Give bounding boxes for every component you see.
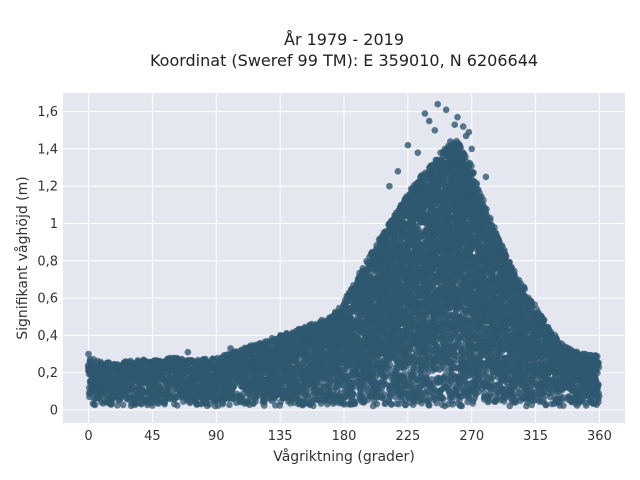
scatter-point [387,361,394,369]
scatter-point [119,401,127,409]
scatter-point [406,346,414,353]
scatter-point [226,401,233,409]
scatter-point [114,402,121,409]
scatter-point [252,398,259,405]
scatter-point [373,400,381,408]
scatter-point [310,402,317,410]
scatter-point [350,391,357,399]
scatter-point [174,402,181,409]
scatter-point [161,400,168,408]
scatter-point [351,400,359,408]
scatter-point [91,401,99,409]
scatter-points [84,100,603,410]
